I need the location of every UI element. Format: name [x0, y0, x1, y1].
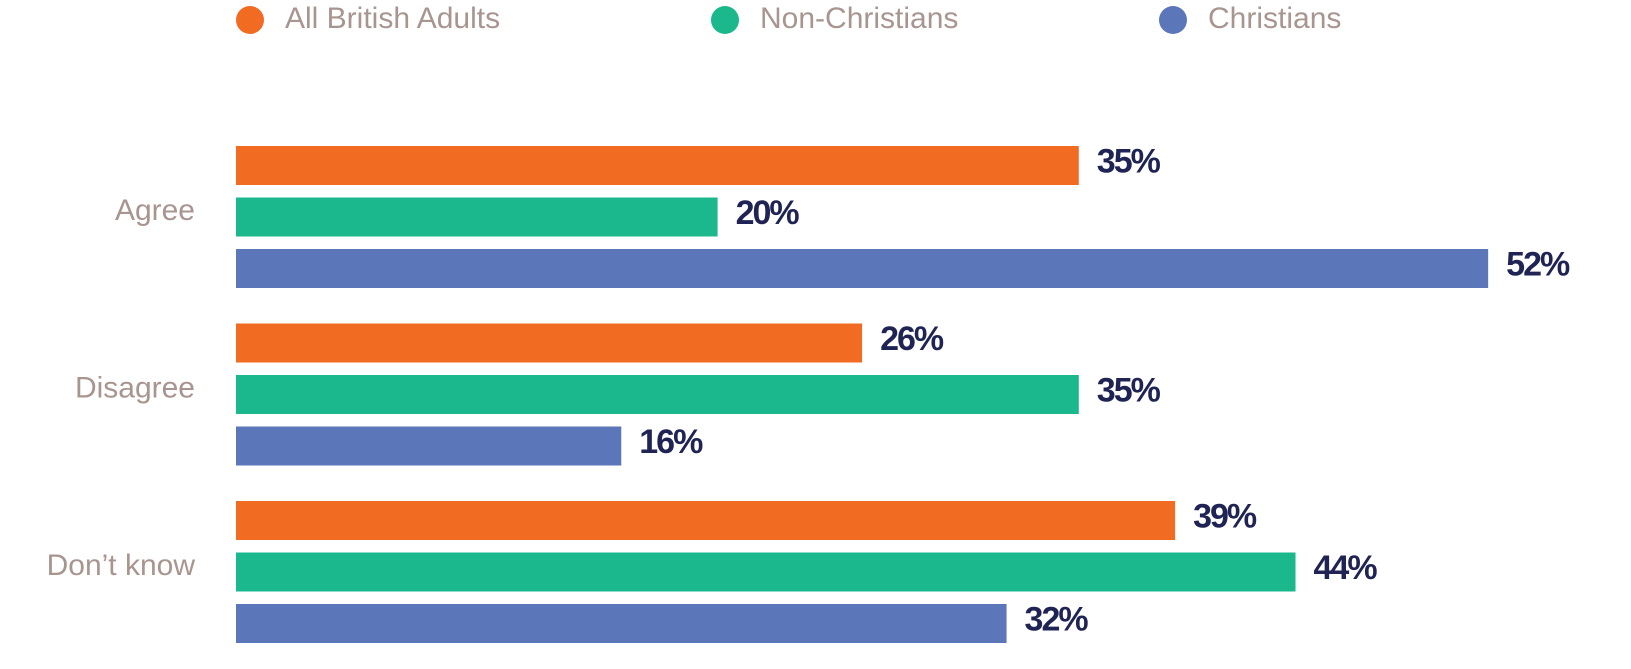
- bar: [236, 197, 718, 237]
- category-label: Agree: [115, 194, 195, 227]
- value-label: 39%: [1193, 497, 1257, 535]
- legend-marker: [711, 6, 739, 34]
- bar: [236, 323, 863, 363]
- category-label: Disagree: [75, 371, 195, 404]
- legend-label: Non-Christians: [760, 2, 958, 35]
- bar: [236, 552, 1296, 592]
- value-label: 35%: [1097, 142, 1161, 180]
- value-label: 32%: [1025, 600, 1089, 638]
- legend-marker: [1159, 6, 1187, 34]
- legend-marker: [236, 6, 264, 34]
- category-label: Don’t know: [47, 549, 196, 582]
- bar: [236, 146, 1079, 185]
- value-label: 35%: [1097, 371, 1161, 409]
- legend-label: All British Adults: [285, 2, 500, 35]
- legend-label: Christians: [1208, 2, 1341, 35]
- bar: [236, 604, 1007, 643]
- value-label: 16%: [639, 423, 703, 461]
- value-label: 26%: [880, 320, 944, 358]
- value-label: 20%: [736, 194, 800, 232]
- value-label: 44%: [1314, 549, 1378, 587]
- bar: [236, 426, 622, 466]
- bar: [236, 249, 1489, 288]
- bar: [236, 501, 1176, 540]
- bar: [236, 375, 1079, 414]
- value-label: 52%: [1506, 245, 1570, 283]
